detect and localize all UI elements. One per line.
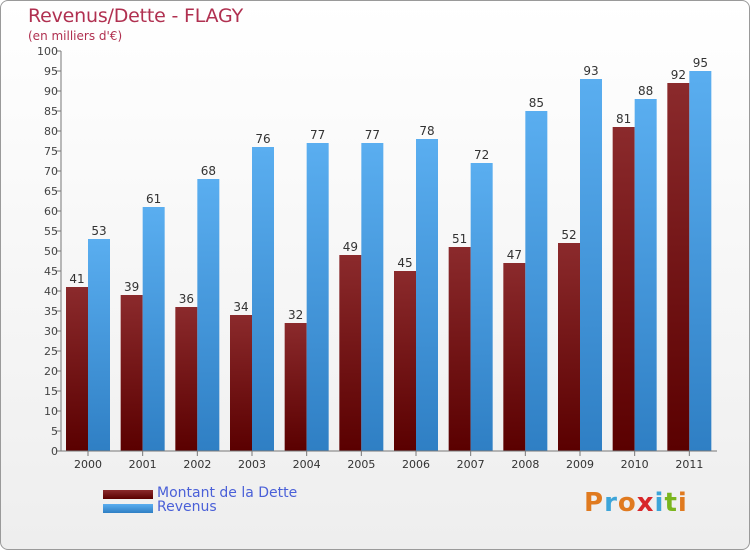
- y-tick-label: 20: [44, 365, 58, 378]
- y-tick-label: 60: [44, 205, 58, 218]
- y-tick-label: 85: [44, 105, 58, 118]
- bar-debt: [175, 307, 198, 451]
- data-label: 77: [365, 128, 380, 142]
- bar-revenus: [580, 79, 602, 451]
- x-tick-label: 2000: [74, 458, 102, 471]
- x-tick-label: 2006: [402, 458, 430, 471]
- bar-debt: [230, 315, 252, 451]
- legend-swatch-revenus: [103, 504, 153, 513]
- y-tick-label: 95: [44, 65, 58, 78]
- y-tick-label: 90: [44, 85, 58, 98]
- y-tick-label: 35: [44, 305, 58, 318]
- y-tick-label: 30: [44, 325, 58, 338]
- bar-debt: [448, 247, 471, 451]
- bar-debt: [667, 83, 690, 451]
- bar-debt: [339, 255, 362, 451]
- data-label: 95: [693, 56, 708, 70]
- bar-debt: [394, 271, 416, 451]
- legend-label-revenus: Revenus: [157, 499, 217, 515]
- bar-revenus: [416, 139, 438, 451]
- x-tick-label: 2007: [457, 458, 485, 471]
- bar-revenus: [689, 71, 712, 451]
- y-tick-label: 10: [44, 405, 58, 418]
- data-label: 76: [255, 132, 270, 146]
- logo-letter: o: [617, 488, 637, 518]
- data-label: 61: [146, 192, 161, 206]
- data-label: 39: [124, 280, 139, 294]
- data-label: 36: [179, 292, 194, 306]
- bar-revenus: [88, 239, 110, 451]
- y-tick-label: 100: [37, 45, 58, 58]
- legend-label-debt: Montant de la Dette: [157, 485, 298, 501]
- data-label: 78: [419, 124, 434, 138]
- x-tick-label: 2002: [183, 458, 211, 471]
- logo-letter: i: [677, 488, 688, 518]
- bar-debt: [120, 295, 143, 451]
- data-label: 51: [452, 232, 467, 246]
- bar-debt: [284, 323, 307, 451]
- bar-revenus: [306, 143, 329, 451]
- x-tick-label: 2011: [675, 458, 703, 471]
- data-label: 47: [507, 248, 522, 262]
- y-tick-label: 25: [44, 345, 58, 358]
- data-label: 93: [583, 64, 598, 78]
- x-tick-label: 2009: [566, 458, 594, 471]
- bar-revenus: [197, 179, 220, 451]
- data-label: 92: [671, 68, 686, 82]
- y-tick-label: 45: [44, 265, 58, 278]
- logo-letter: P: [584, 488, 605, 518]
- y-tick-label: 65: [44, 185, 58, 198]
- proxiti-logo: Proxiti: [584, 488, 688, 518]
- bar-revenus: [142, 207, 165, 451]
- y-tick-label: 50: [44, 245, 58, 258]
- bar-revenus: [252, 147, 274, 451]
- x-tick-label: 2008: [511, 458, 539, 471]
- bar-debt: [503, 263, 526, 451]
- legend-swatch-debt: [103, 490, 153, 499]
- data-label: 77: [310, 128, 325, 142]
- data-label: 34: [233, 300, 248, 314]
- bar-revenus: [525, 111, 548, 451]
- y-tick-label: 40: [44, 285, 58, 298]
- x-tick-label: 2005: [347, 458, 375, 471]
- x-tick-label: 2001: [129, 458, 157, 471]
- data-label: 41: [69, 272, 84, 286]
- logo-letter: i: [654, 488, 665, 518]
- y-tick-label: 55: [44, 225, 58, 238]
- data-label: 88: [638, 84, 653, 98]
- data-label: 49: [343, 240, 358, 254]
- data-label: 32: [288, 308, 303, 322]
- y-tick-label: 70: [44, 165, 58, 178]
- data-label: 52: [561, 228, 576, 242]
- logo-letter: r: [604, 488, 618, 518]
- data-label: 85: [529, 96, 544, 110]
- bar-revenus: [470, 163, 493, 451]
- logo-letter: x: [636, 488, 655, 518]
- chart-subtitle: (en milliers d'€): [28, 29, 123, 43]
- bar-debt: [558, 243, 580, 451]
- bar-revenus: [361, 143, 384, 451]
- y-tick-label: 80: [44, 125, 58, 138]
- data-label: 53: [91, 224, 106, 238]
- x-tick-label: 2004: [293, 458, 321, 471]
- data-label: 68: [201, 164, 216, 178]
- y-tick-label: 15: [44, 385, 58, 398]
- data-label: 72: [474, 148, 489, 162]
- bar-debt: [612, 127, 635, 451]
- bar-revenus: [634, 99, 657, 451]
- data-label: 81: [616, 112, 631, 126]
- logo-letter: t: [664, 488, 678, 518]
- chart-title: Revenus/Dette - FLAGY: [28, 5, 243, 27]
- data-label: 45: [397, 256, 412, 270]
- x-tick-label: 2003: [238, 458, 266, 471]
- y-tick-label: 5: [51, 425, 58, 438]
- y-tick-label: 75: [44, 145, 58, 158]
- bar-debt: [66, 287, 88, 451]
- x-tick-label: 2010: [621, 458, 649, 471]
- y-tick-label: 0: [51, 445, 58, 458]
